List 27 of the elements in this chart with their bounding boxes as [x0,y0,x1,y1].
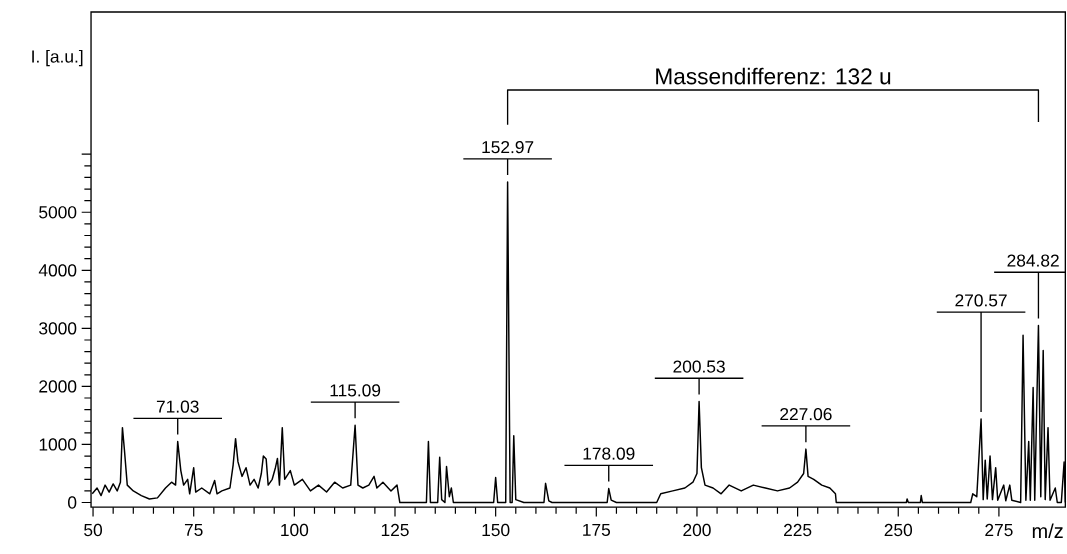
y-tick-label: 5000 [39,206,77,219]
y-axis-title: I. [a.u.] [32,49,83,67]
y-tick-label: 1000 [39,438,77,451]
x-tick-label: 225 [784,523,812,537]
y-tick-label: 0 [68,496,77,509]
annotation: 200.53 [673,360,725,373]
x-tick-label: 75 [184,523,203,536]
y-tick-label: 3000 [39,322,77,335]
y-tick-label: 2000 [39,380,77,393]
annotation: 284.82 [1007,254,1059,267]
annotation: 115.09 [330,384,381,397]
x-axis-title: m/z [1032,523,1063,539]
y-tick-label: 4000 [38,264,77,277]
x-tick-label: 100 [281,523,309,537]
annotation: 152.97 [482,140,534,154]
x-tick-label: 125 [381,523,409,537]
x-tick-label: 50 [84,523,103,537]
x-tick-label: 200 [683,523,711,537]
annotation: 178.09 [583,447,635,460]
x-tick-label: 150 [482,523,510,537]
x-tick-label: 275 [985,523,1013,537]
annotation: 227.06 [780,407,832,421]
annotation: 71.03 [156,400,199,413]
x-tick-label: 250 [884,523,913,537]
x-tick-label: 175 [583,523,611,536]
annotation: Massendifferenz: 132 u [656,67,891,85]
annotation: 270.57 [955,294,1007,307]
